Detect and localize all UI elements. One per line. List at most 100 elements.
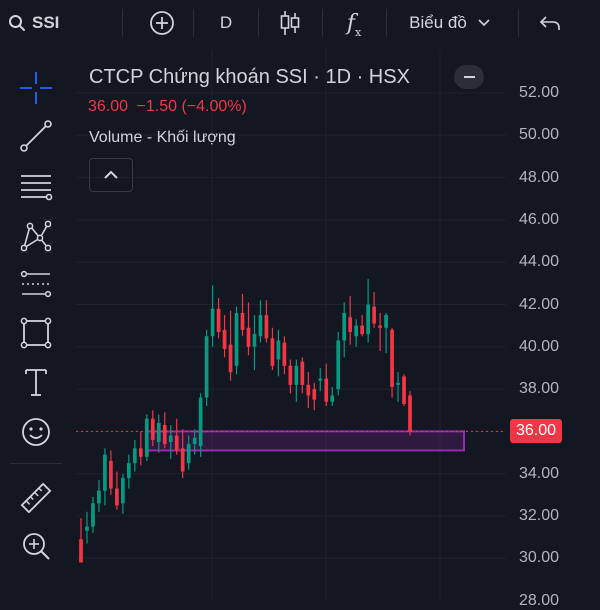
compare-add-button[interactable] [142, 0, 182, 46]
candle-body [258, 315, 263, 337]
candle-body [121, 477, 125, 504]
minus-icon [463, 76, 475, 78]
candle [330, 386, 335, 407]
fx-icon: fx [346, 10, 362, 39]
fib-retracement-tool[interactable] [12, 166, 60, 206]
divider [322, 9, 323, 37]
expand-indicators-button[interactable] [89, 158, 133, 192]
chevron-up-icon [104, 170, 118, 179]
candle-body [138, 448, 143, 457]
change-value: −1.50 [136, 98, 177, 115]
candle [234, 306, 239, 375]
candle-body [324, 378, 329, 402]
candle [216, 298, 221, 339]
pattern-icon [20, 220, 52, 252]
candle-body [390, 329, 394, 387]
candle [276, 329, 281, 377]
candle [97, 480, 101, 512]
candle-body [252, 334, 257, 347]
candle-body [216, 308, 221, 332]
trend-line-tool[interactable] [12, 116, 60, 156]
candle [354, 319, 359, 347]
undo-icon [539, 16, 560, 30]
candle-body [109, 461, 113, 489]
candle [204, 329, 209, 407]
candle-body [396, 382, 400, 385]
candle-body [306, 384, 311, 396]
candle-body [354, 325, 359, 337]
candle-body [204, 336, 209, 398]
emoji-tool[interactable] [12, 412, 60, 452]
candle-body [234, 312, 239, 366]
volume-indicator-label[interactable]: Volume - Khối lượng [89, 129, 236, 146]
candle-body [127, 463, 131, 478]
candle-body [79, 539, 83, 563]
top-toolbar: SSI D fx Biểu đồ [0, 0, 600, 46]
forecast-tool[interactable] [12, 264, 60, 304]
symbol-search[interactable]: SSI [8, 0, 78, 46]
price-axis-label: 44.00 [519, 253, 560, 271]
chart-type-button[interactable] [270, 0, 310, 46]
candle-body [342, 312, 347, 341]
price-chart[interactable] [76, 50, 600, 600]
candle-body [348, 317, 353, 332]
measure-tool[interactable] [12, 478, 60, 518]
candle-body [174, 435, 179, 451]
rectangle-icon [20, 317, 52, 349]
candle [288, 359, 293, 394]
divider [518, 9, 519, 37]
text-tool[interactable] [12, 362, 60, 402]
chart-title: CTCP Chứng khoán SSI · 1D · HSX [89, 66, 410, 88]
candle [144, 414, 149, 462]
candle [390, 327, 394, 398]
candle-body [318, 378, 323, 381]
candle [294, 359, 299, 402]
price-axis-label: 40.00 [519, 337, 560, 355]
chart-menu-label: Biểu đồ [409, 13, 467, 32]
candle-body [276, 340, 281, 360]
candle [324, 363, 329, 407]
candle [300, 357, 305, 394]
candle-body [312, 389, 317, 400]
candle-body [103, 454, 107, 491]
collapse-legend-button[interactable] [454, 65, 484, 89]
divider [386, 9, 387, 37]
candle [282, 336, 287, 375]
chart-pane[interactable]: CTCP Chứng khoán SSI · 1D · HSX 36.00 −1… [76, 50, 600, 609]
candle [150, 410, 155, 447]
candle [180, 429, 185, 478]
price-axis-label: 30.00 [519, 549, 560, 567]
undo-button[interactable] [530, 0, 570, 46]
price-axis-label: 28.00 [519, 591, 560, 609]
indicators-button[interactable]: fx [334, 0, 374, 46]
plus-circle-icon [150, 11, 174, 35]
candle-body [162, 425, 167, 445]
candle-body [408, 395, 412, 432]
fib-retracement-icon [21, 175, 53, 201]
candle-body [330, 395, 335, 402]
candle [402, 374, 406, 407]
pattern-tool[interactable] [12, 216, 60, 256]
zoom-in-tool[interactable] [12, 526, 60, 566]
price-axis-label: 52.00 [519, 84, 560, 101]
candle-body [132, 448, 137, 464]
candle-body [366, 304, 370, 335]
candle [103, 448, 107, 506]
crosshair-tool[interactable] [12, 68, 60, 108]
candle [168, 425, 173, 459]
candle-body [210, 308, 215, 337]
candle [132, 439, 137, 472]
candle-body [282, 342, 287, 366]
rectangle-tool[interactable] [12, 313, 60, 353]
forecast-icon [20, 270, 52, 298]
candle-body [240, 312, 245, 330]
price-change: 36.00 −1.50 (−4.00%) [88, 98, 247, 116]
chart-menu-dropdown[interactable]: Biểu đồ [398, 0, 502, 46]
candle-body [115, 488, 119, 506]
candle [138, 431, 143, 466]
interval-button[interactable]: D [206, 0, 246, 46]
candle-body [156, 422, 161, 442]
candle-body [264, 315, 269, 339]
candle [121, 473, 125, 514]
divider [193, 9, 194, 37]
